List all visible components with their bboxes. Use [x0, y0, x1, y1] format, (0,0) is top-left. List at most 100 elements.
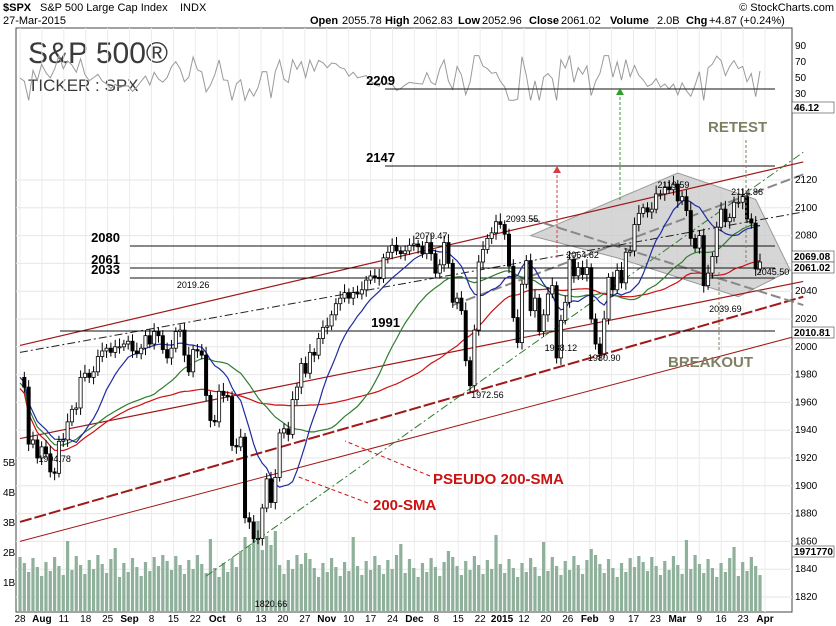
volume-bar: [399, 544, 403, 612]
y-tick-label: 1860: [795, 536, 818, 547]
candle-body: [511, 265, 516, 319]
volume-bar: [87, 560, 91, 612]
volume-bar: [299, 564, 303, 612]
volume-bar: [48, 571, 52, 612]
volume-bar: [741, 562, 745, 612]
volume-bar: [459, 575, 464, 612]
level-label-2061: 2061: [91, 252, 120, 267]
y-tick-label: 1840: [795, 564, 818, 575]
candle-body: [333, 303, 338, 316]
volume-bar: [100, 564, 104, 612]
price-annotation: 1988.12: [545, 343, 578, 353]
volume-bar: [702, 573, 706, 612]
volume-bar: [256, 521, 260, 612]
x-tick-label: Oct: [209, 614, 226, 625]
volume-bar: [31, 558, 35, 612]
volume-bar: [325, 572, 329, 612]
candle-body: [238, 436, 243, 448]
candle-body: [39, 446, 44, 459]
y-tick-label: 2080: [795, 231, 818, 242]
candle-body: [602, 318, 607, 355]
volume-bar: [507, 559, 511, 612]
y-tick-label: 1820: [795, 592, 818, 603]
x-tick-label: 10: [343, 614, 355, 625]
volume-bar: [637, 556, 641, 612]
candle-body: [485, 237, 490, 250]
candle-body: [541, 314, 546, 332]
x-tick-label: 24: [387, 614, 399, 625]
candle-body: [537, 297, 542, 332]
candle-body: [126, 340, 131, 345]
candle-body: [247, 517, 252, 523]
trendline-layer: [19, 151, 804, 577]
candle-body: [290, 399, 295, 435]
x-tick-label: 15: [453, 614, 465, 625]
candle-body: [584, 267, 589, 275]
volume-bar: [511, 568, 515, 612]
volume-bar: [135, 567, 139, 612]
x-tick-label: 15: [168, 614, 180, 625]
candle-body: [30, 439, 35, 445]
candle-body: [372, 275, 377, 278]
volume-bar: [234, 567, 238, 612]
candle-body: [381, 257, 386, 280]
candle-body: [113, 346, 118, 353]
volume-bar: [585, 560, 589, 612]
x-tick-label: Apr: [756, 614, 773, 625]
volume-bar: [304, 553, 308, 612]
volume-bar: [589, 549, 593, 612]
volume-bar: [619, 563, 624, 612]
volume-bar: [689, 569, 693, 612]
x-tick-label: 8: [434, 614, 440, 625]
volume-bar: [381, 574, 386, 612]
volume-bar: [676, 565, 680, 612]
volume-bar: [615, 577, 619, 612]
volume-bar: [416, 577, 420, 612]
x-tick-label: 17: [365, 614, 377, 625]
volume-bar: [663, 561, 667, 612]
volume-bar: [650, 557, 654, 612]
volume-bar: [425, 572, 429, 612]
green-target-arrow-head: [616, 88, 624, 95]
candle-body: [307, 351, 312, 374]
x-tick-label: Mar: [668, 614, 686, 625]
candle-body: [351, 292, 356, 299]
candle-body: [459, 297, 464, 312]
volume-bar: [403, 573, 407, 612]
volume-bar: [446, 551, 451, 612]
rsi-tick-label: 70: [795, 57, 807, 68]
volume-bar: [624, 572, 628, 612]
volume-bar: [537, 576, 541, 612]
candle-body: [571, 258, 576, 277]
candle-body: [212, 420, 217, 423]
candle-body: [554, 285, 559, 359]
candle-body: [256, 538, 261, 541]
volume-bar: [754, 566, 758, 612]
candle-body: [628, 250, 633, 253]
price-annotation: 2093.55: [506, 214, 539, 224]
candle-body: [368, 275, 373, 281]
candle-body: [437, 264, 442, 274]
candle-body: [455, 297, 460, 303]
candle-body: [48, 453, 53, 473]
candle-body: [26, 386, 31, 445]
candle-body: [82, 372, 87, 378]
volume-tick-label: 3B: [3, 518, 16, 529]
y-tick-label: 1900: [795, 481, 818, 492]
candle-body: [429, 242, 434, 255]
candle-body: [208, 395, 213, 421]
low-value: 2052.96: [482, 15, 522, 27]
candle-body: [251, 521, 256, 540]
volume-bar: [394, 555, 399, 612]
moving-average-layer: [19, 199, 761, 488]
volume-bar: [529, 558, 533, 612]
volume-bar: [213, 568, 217, 612]
pseudo-sma-line: [19, 295, 804, 523]
price-annotation: 2045.50: [757, 267, 790, 277]
volume-bar: [697, 564, 702, 612]
volume-bar: [477, 565, 481, 612]
price-annotation: 1972.56: [471, 390, 504, 400]
candle-body: [489, 232, 494, 239]
volume-value-tag: 1971770: [794, 547, 833, 558]
volume-bar: [749, 557, 753, 612]
